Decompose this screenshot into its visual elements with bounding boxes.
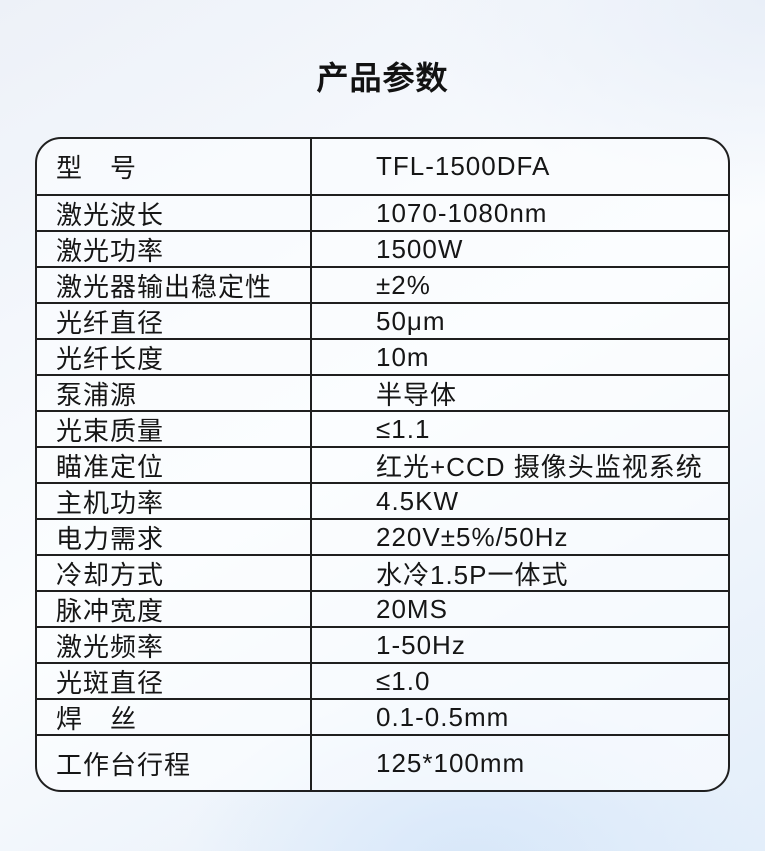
table-row-fiber-diameter: 光纤直径 50μm <box>37 302 728 338</box>
spec-value: 50μm <box>376 305 446 336</box>
table-row-model: 型 号 TFL-1500DFA <box>37 139 728 194</box>
spec-label: 主机功率 <box>37 484 312 518</box>
spec-value: ≤1.0 <box>376 665 431 696</box>
spec-label: 焊 丝 <box>37 700 312 734</box>
spec-value: TFL-1500DFA <box>376 151 551 181</box>
spec-value: 1-50Hz <box>376 629 466 660</box>
table-row-cooling-method: 冷却方式 水冷1.5P一体式 <box>37 554 728 590</box>
spec-value: 4.5KW <box>376 485 460 516</box>
spec-value: 1500W <box>376 233 464 264</box>
spec-label: 光纤直径 <box>37 304 312 338</box>
table-row-host-power: 主机功率 4.5KW <box>37 482 728 518</box>
spec-value: 红光+CCD 摄像头监视系统 <box>376 451 703 482</box>
spec-label: 电力需求 <box>37 520 312 554</box>
table-row-spot-diameter: 光斑直径 ≤1.0 <box>37 662 728 698</box>
spec-label: 光束质量 <box>37 412 312 446</box>
spec-label: 激光频率 <box>37 628 312 662</box>
spec-label: 型 号 <box>37 139 312 194</box>
table-row-worktable-travel: 工作台行程 125*100mm <box>37 734 728 790</box>
spec-label: 光斑直径 <box>37 664 312 698</box>
spec-label: 冷却方式 <box>37 556 312 590</box>
spec-value: 10m <box>376 341 430 372</box>
table-row-beam-quality: 光束质量 ≤1.1 <box>37 410 728 446</box>
spec-value: 20MS <box>376 593 448 624</box>
table-row-output-stability: 激光器输出稳定性 ±2% <box>37 266 728 302</box>
table-row-aiming-positioning: 瞄准定位 红光+CCD 摄像头监视系统 <box>37 446 728 482</box>
spec-label: 脉冲宽度 <box>37 592 312 626</box>
spec-value: 220V±5%/50Hz <box>376 521 569 552</box>
table-row-pump-source: 泵浦源 半导体 <box>37 374 728 410</box>
table-row-laser-frequency: 激光频率 1-50Hz <box>37 626 728 662</box>
spec-label: 光纤长度 <box>37 340 312 374</box>
spec-value: 125*100mm <box>376 747 526 778</box>
spec-label: 激光波长 <box>37 196 312 230</box>
spec-value: 水冷1.5P一体式 <box>376 559 569 590</box>
table-row-fiber-length: 光纤长度 10m <box>37 338 728 374</box>
table-row-wavelength: 激光波长 1070-1080nm <box>37 194 728 230</box>
spec-value: ≤1.1 <box>376 413 431 444</box>
spec-label: 瞄准定位 <box>37 448 312 482</box>
table-row-welding-wire: 焊 丝 0.1-0.5mm <box>37 698 728 734</box>
product-params-table: 型 号 TFL-1500DFA 激光波长 1070-1080nm 激光功率 15… <box>35 137 730 792</box>
spec-value: 半导体 <box>376 379 458 410</box>
table-row-pulse-width: 脉冲宽度 20MS <box>37 590 728 626</box>
spec-label: 激光功率 <box>37 232 312 266</box>
spec-value: ±2% <box>376 269 431 300</box>
spec-label: 工作台行程 <box>37 736 312 790</box>
spec-label: 激光器输出稳定性 <box>37 268 312 302</box>
table-row-laser-power: 激光功率 1500W <box>37 230 728 266</box>
spec-value: 1070-1080nm <box>376 197 548 228</box>
spec-value: 0.1-0.5mm <box>376 701 510 732</box>
page-title: 产品参数 <box>316 60 449 96</box>
table-row-power-requirement: 电力需求 220V±5%/50Hz <box>37 518 728 554</box>
spec-label: 泵浦源 <box>37 376 312 410</box>
